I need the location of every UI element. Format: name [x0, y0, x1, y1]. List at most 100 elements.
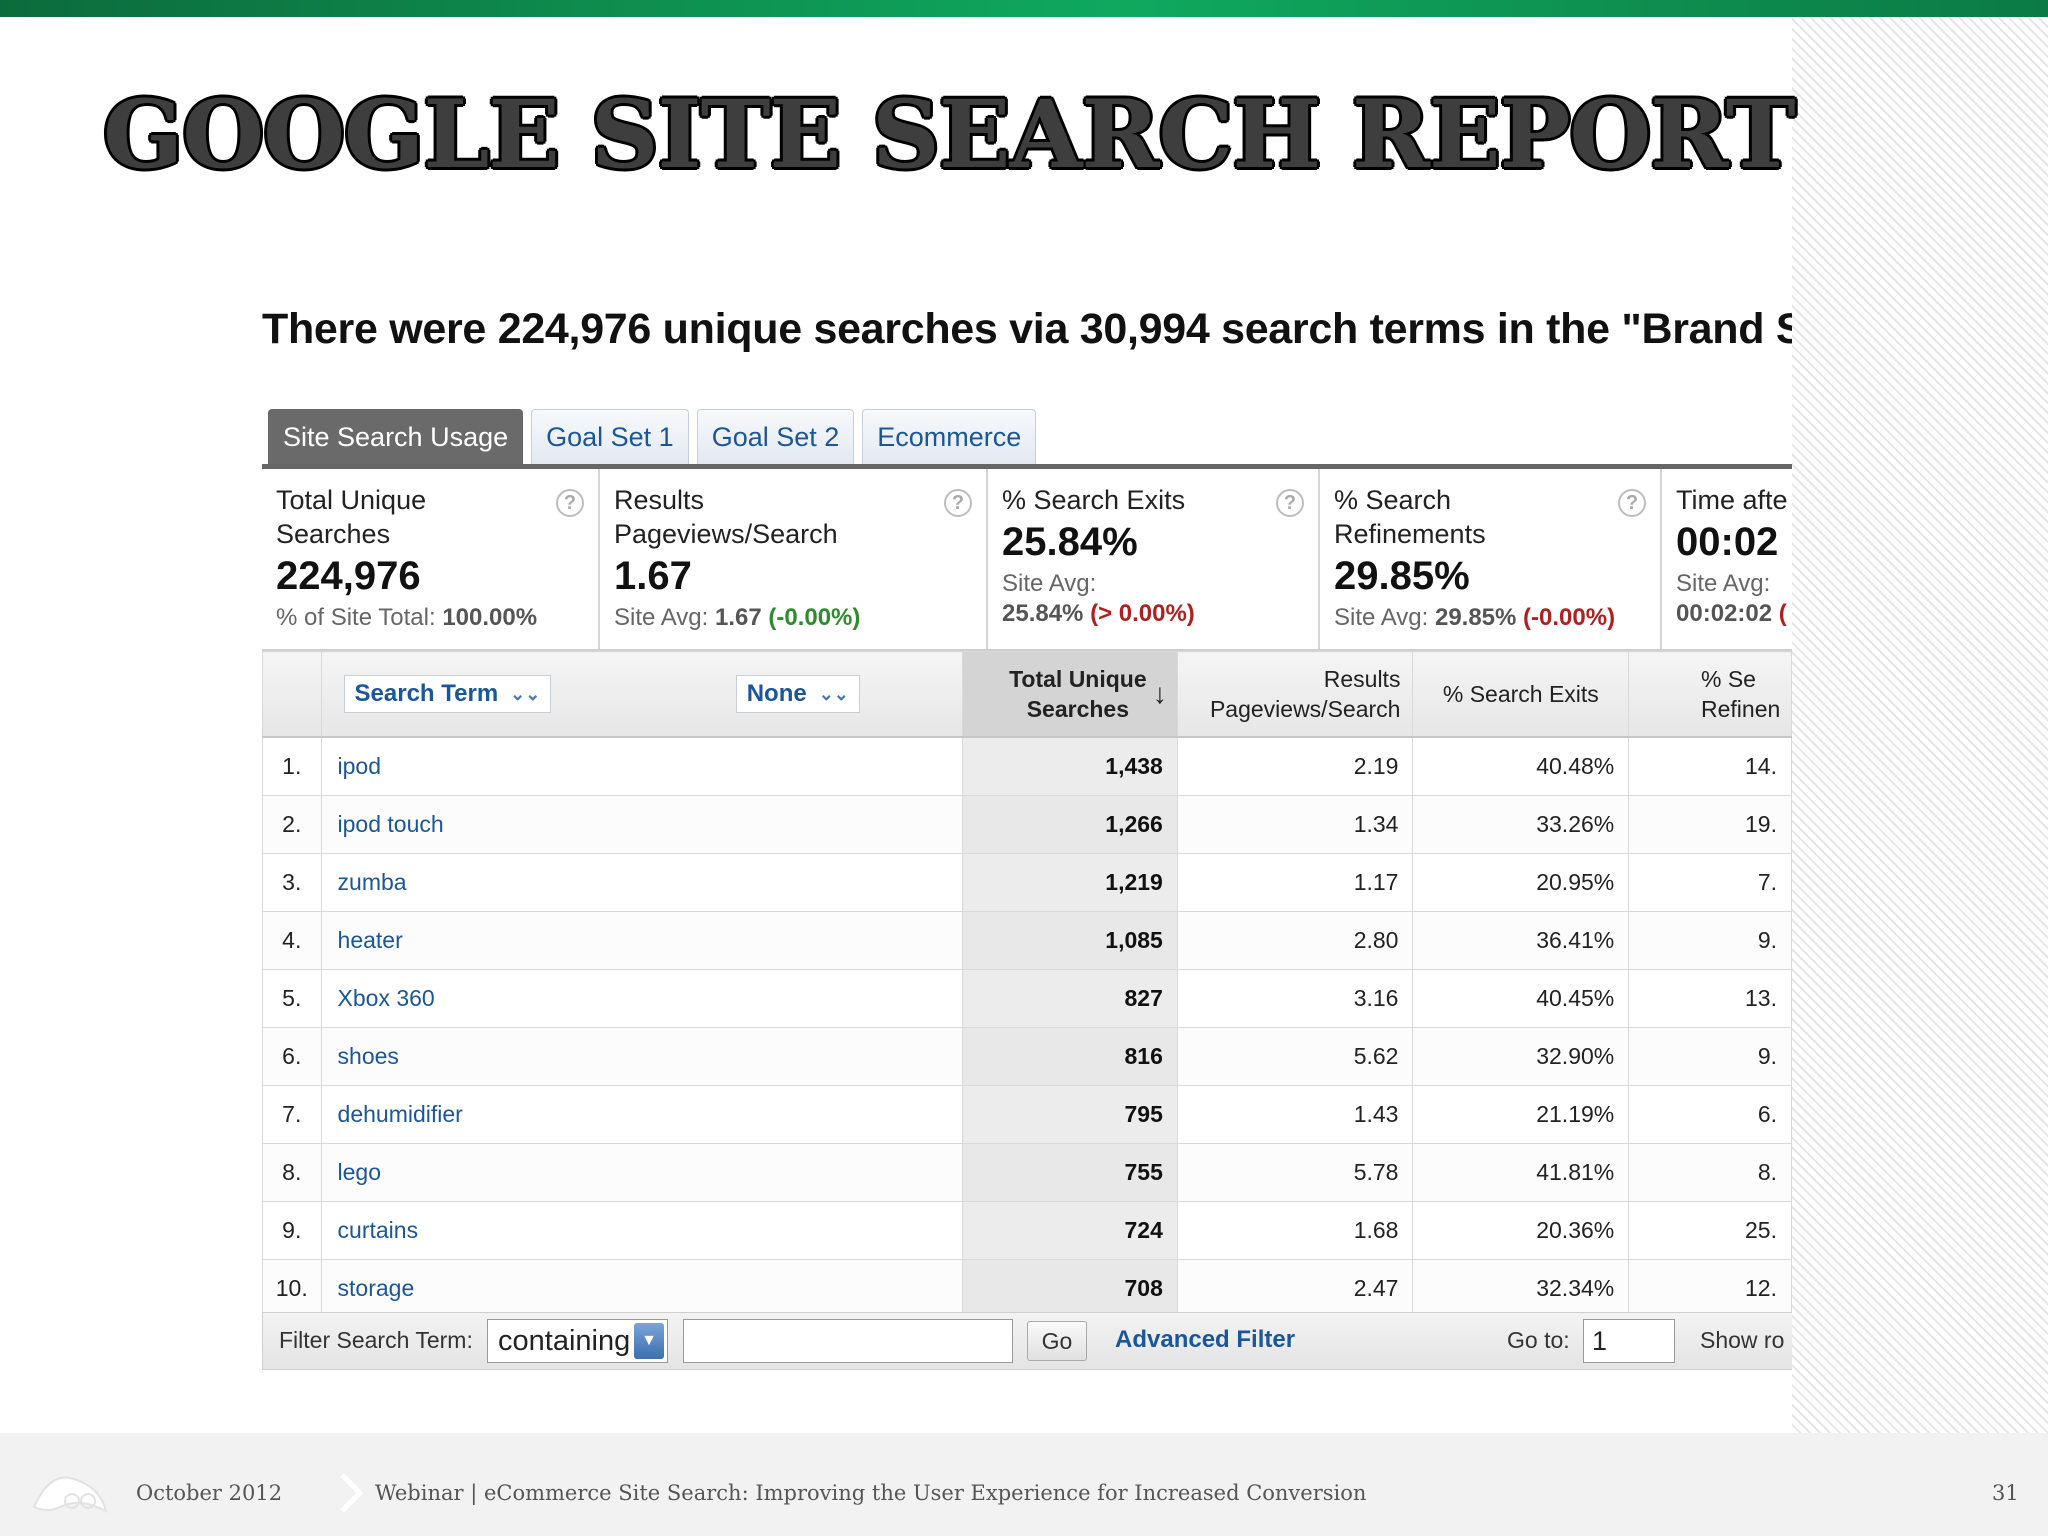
- results-pageviews-cell: 1.17: [1176, 853, 1414, 912]
- column-search-refinements[interactable]: % Se Refinen: [1628, 651, 1792, 738]
- goto-label: Go to:: [1507, 1327, 1570, 1353]
- dimension-header: Search Term ⌄⌄ None ⌄⌄: [320, 651, 963, 738]
- help-icon[interactable]: ?: [944, 489, 972, 517]
- search-exits-cell: 32.34%: [1412, 1259, 1630, 1318]
- search-exits-cell: 20.95%: [1412, 853, 1630, 912]
- metric-value: 25.84%: [1002, 520, 1138, 564]
- slide-footer: October 2012 Webinar | eCommerce Site Se…: [0, 1433, 2048, 1536]
- search-term-link[interactable]: ipod: [320, 736, 963, 796]
- search-terms-table: Search Term ⌄⌄ None ⌄⌄ Total Unique Search…: [262, 651, 1792, 1318]
- results-pageviews-cell: 1.68: [1176, 1201, 1414, 1260]
- chevron-right-icon: [340, 1473, 364, 1513]
- hatched-side-panel: [1792, 17, 2048, 1433]
- tab-site-search-usage[interactable]: Site Search Usage: [268, 409, 524, 465]
- total-unique-searches-cell: 708: [961, 1259, 1178, 1318]
- metric-value: 1.67: [614, 554, 692, 598]
- tab-goal-set-1[interactable]: Goal Set 1: [531, 409, 689, 465]
- search-exits-cell: 36.41%: [1412, 911, 1630, 970]
- help-icon[interactable]: ?: [1276, 489, 1304, 517]
- search-exits-cell: 33.26%: [1412, 795, 1630, 854]
- total-unique-searches-cell: 1,438: [961, 736, 1178, 796]
- search-term-link[interactable]: storage: [320, 1259, 963, 1318]
- metric-delta: (> 0.00%): [1090, 600, 1195, 627]
- index-header: [262, 651, 322, 738]
- metric-site-avg: Site Avg: 1.67 (-0.00%): [614, 604, 861, 631]
- total-unique-searches-cell: 1,219: [961, 853, 1178, 912]
- total-unique-searches-cell: 827: [961, 969, 1178, 1028]
- help-icon[interactable]: ?: [1618, 489, 1646, 517]
- results-pageviews-cell: 2.19: [1176, 736, 1414, 796]
- results-pageviews-cell: 3.16: [1176, 969, 1414, 1028]
- search-term-link[interactable]: zumba: [320, 853, 963, 912]
- search-term-link[interactable]: curtains: [320, 1201, 963, 1260]
- search-term-link[interactable]: dehumidifier: [320, 1085, 963, 1144]
- page-number: 31: [1992, 1481, 2019, 1505]
- tab-underline: [262, 464, 1792, 469]
- table-row: 4. heater 1,085 2.80 36.41% 9.: [262, 911, 1792, 970]
- table-row: 6. shoes 816 5.62 32.90% 9.: [262, 1027, 1792, 1086]
- search-exits-cell: 40.48%: [1412, 736, 1630, 796]
- metric-value: 00:02: [1676, 520, 1779, 564]
- table-row: 1. ipod 1,438 2.19 40.48% 14.: [262, 736, 1792, 796]
- results-pageviews-cell: 2.80: [1176, 911, 1414, 970]
- footer-date: October 2012: [136, 1481, 283, 1505]
- search-refinements-cell: 14.: [1628, 736, 1792, 796]
- goto-page-input[interactable]: 1: [1583, 1319, 1675, 1363]
- search-exits-cell: 32.90%: [1412, 1027, 1630, 1086]
- search-refinements-cell: 12.: [1628, 1259, 1792, 1318]
- tab-ecommerce[interactable]: Ecommerce: [862, 409, 1037, 465]
- search-term-link[interactable]: shoes: [320, 1027, 963, 1086]
- table-row: 9. curtains 724 1.68 20.36% 25.: [262, 1201, 1792, 1260]
- search-term-link[interactable]: lego: [320, 1143, 963, 1202]
- secondary-dimension-select[interactable]: None ⌄⌄: [735, 675, 860, 713]
- help-icon[interactable]: ?: [556, 489, 584, 517]
- primary-dimension-select[interactable]: Search Term ⌄⌄: [343, 675, 552, 713]
- row-index: 6.: [262, 1027, 322, 1086]
- search-refinements-cell: 8.: [1628, 1143, 1792, 1202]
- table-row: 3. zumba 1,219 1.17 20.95% 7.: [262, 853, 1792, 912]
- column-search-exits[interactable]: % Search Exits: [1412, 651, 1630, 738]
- table-row: 5. Xbox 360 827 3.16 40.45% 13.: [262, 969, 1792, 1028]
- double-chevron-icon: ⌄⌄: [818, 683, 849, 704]
- filter-input[interactable]: [683, 1319, 1013, 1363]
- footer-caption: Webinar | eCommerce Site Search: Improvi…: [375, 1481, 1367, 1505]
- metric-results-pageviews: Results Pageviews/Search 1.67 Site Avg: …: [600, 469, 988, 649]
- double-chevron-icon: ⌄⌄: [510, 683, 541, 704]
- total-unique-searches-cell: 816: [961, 1027, 1178, 1086]
- slide-title: GOOGLE SITE SEARCH REPORT: [103, 80, 1796, 190]
- report-tabs: Site Search Usage Goal Set 1 Goal Set 2 …: [268, 409, 1037, 465]
- search-term-link[interactable]: Xbox 360: [320, 969, 963, 1028]
- row-index: 1.: [262, 736, 322, 796]
- metric-site-avg: Site Avg: 25.84% (> 0.00%): [1002, 570, 1195, 627]
- search-exits-cell: 21.19%: [1412, 1085, 1630, 1144]
- show-rows-label: Show ro: [1700, 1327, 1785, 1353]
- metric-total-unique-searches: Total Unique Searches 224,976 % of Site …: [262, 469, 600, 649]
- row-index: 4.: [262, 911, 322, 970]
- search-refinements-cell: 7.: [1628, 853, 1792, 912]
- column-total-unique-searches[interactable]: Total Unique Searches ↓: [961, 651, 1178, 738]
- column-results-pageviews[interactable]: Results Pageviews/Search: [1176, 651, 1414, 738]
- metric-label: % Search Exits: [1002, 485, 1186, 515]
- search-term-link[interactable]: heater: [320, 911, 963, 970]
- results-pageviews-cell: 1.34: [1176, 795, 1414, 854]
- metric-site-avg: Site Avg: 29.85% (-0.00%): [1334, 604, 1616, 631]
- filter-match-select[interactable]: containing ▼: [487, 1319, 668, 1363]
- row-index: 9.: [262, 1201, 322, 1260]
- search-term-link[interactable]: ipod touch: [320, 795, 963, 854]
- go-button[interactable]: Go: [1027, 1321, 1087, 1361]
- advanced-filter-link[interactable]: Advanced Filter: [1115, 1326, 1296, 1353]
- row-index: 7.: [262, 1085, 322, 1144]
- total-unique-searches-cell: 1,266: [961, 795, 1178, 854]
- search-refinements-cell: 9.: [1628, 911, 1792, 970]
- row-index: 10.: [262, 1259, 322, 1318]
- tab-goal-set-2[interactable]: Goal Set 2: [696, 409, 855, 465]
- sort-down-arrow-icon: ↓: [1152, 678, 1167, 709]
- metric-delta: (-0.00%): [768, 604, 861, 631]
- results-pageviews-cell: 5.78: [1176, 1143, 1414, 1202]
- metric-search-exits: % Search Exits 25.84% Site Avg: 25.84% (>…: [988, 469, 1320, 649]
- row-index: 5.: [262, 969, 322, 1028]
- search-refinements-cell: 19.: [1628, 795, 1792, 854]
- total-unique-searches-cell: 1,085: [961, 911, 1178, 970]
- metric-search-refinements: % Search Refinements 29.85% Site Avg: 29…: [1320, 469, 1662, 649]
- table-row: 2. ipod touch 1,266 1.34 33.26% 19.: [262, 795, 1792, 854]
